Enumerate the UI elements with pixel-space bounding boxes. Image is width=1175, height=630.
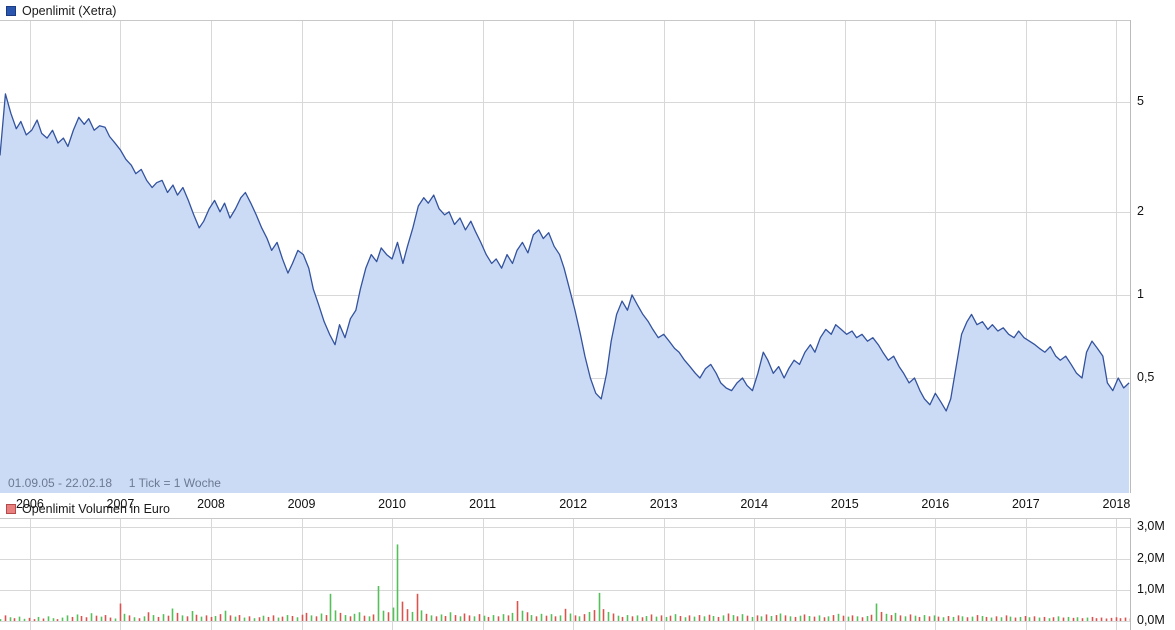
x-axis-tick: 2016 bbox=[921, 497, 950, 511]
x-axis-tick: 2015 bbox=[830, 497, 859, 511]
volume-chart-panel: 3,0M 2,0M 1,0M 0,0M bbox=[0, 518, 1175, 630]
volume-chart-svg bbox=[0, 519, 1130, 630]
price-y-axis: 5 2 1 0,5 bbox=[1130, 20, 1175, 493]
x-axis-tick: 2007 bbox=[106, 497, 135, 511]
volume-y-tick: 3,0M bbox=[1137, 519, 1165, 534]
x-axis-tick: 2006 bbox=[15, 497, 44, 511]
price-legend-label: Openlimit (Xetra) bbox=[22, 3, 117, 18]
caption-date-range: 01.09.05 - 22.02.18 bbox=[8, 476, 113, 490]
price-plot-area[interactable] bbox=[0, 20, 1130, 493]
caption-tick-info: 1 Tick = 1 Woche bbox=[128, 476, 221, 490]
x-axis-tick: 2009 bbox=[287, 497, 316, 511]
x-axis: 2006 2007 2008 2009 2010 2011 2012 2013 2014 2015… bbox=[0, 495, 1130, 515]
volume-series-legend: Openlimit Volumen in Euro bbox=[0, 500, 170, 518]
volume-plot-area[interactable] bbox=[0, 518, 1130, 630]
price-chart-svg bbox=[0, 21, 1130, 493]
volume-y-tick: 0,0M bbox=[1137, 613, 1165, 627]
price-chart-panel: 5 2 1 0,5 01.09.05 - 22.02.18 1 Tick = 1 Wo… bbox=[0, 20, 1175, 511]
volume-legend-label: Openlimit Volumen in Euro bbox=[22, 501, 170, 516]
chart-caption: 01.09.05 - 22.02.18 1 Tick = 1 Woche bbox=[8, 476, 221, 490]
volume-legend-swatch-icon bbox=[6, 504, 16, 514]
price-y-tick: 2 bbox=[1137, 203, 1144, 218]
x-axis-tick: 2010 bbox=[378, 497, 406, 511]
price-y-tick: 5 bbox=[1137, 94, 1144, 108]
price-y-tick: 1 bbox=[1137, 286, 1144, 301]
volume-y-tick: 1,0M bbox=[1137, 581, 1165, 596]
x-axis-tick: 2014 bbox=[740, 497, 769, 511]
price-legend-swatch-icon bbox=[6, 6, 16, 16]
x-axis-tick: 2011 bbox=[469, 497, 497, 511]
volume-axis-line bbox=[1130, 518, 1131, 630]
x-axis-tick: 2017 bbox=[1011, 497, 1040, 511]
x-axis-tick: 2008 bbox=[197, 497, 225, 511]
price-axis-line bbox=[1130, 20, 1131, 493]
x-axis-tick: 2013 bbox=[649, 497, 678, 511]
price-series-legend: Openlimit (Xetra) bbox=[0, 2, 116, 20]
volume-y-tick: 2,0M bbox=[1137, 550, 1165, 565]
price-y-tick: 0,5 bbox=[1137, 370, 1155, 384]
volume-y-axis: 3,0M 2,0M 1,0M 0,0M bbox=[1130, 518, 1175, 630]
x-axis-tick: 2018 bbox=[1102, 497, 1131, 511]
x-axis-tick: 2012 bbox=[559, 497, 588, 511]
